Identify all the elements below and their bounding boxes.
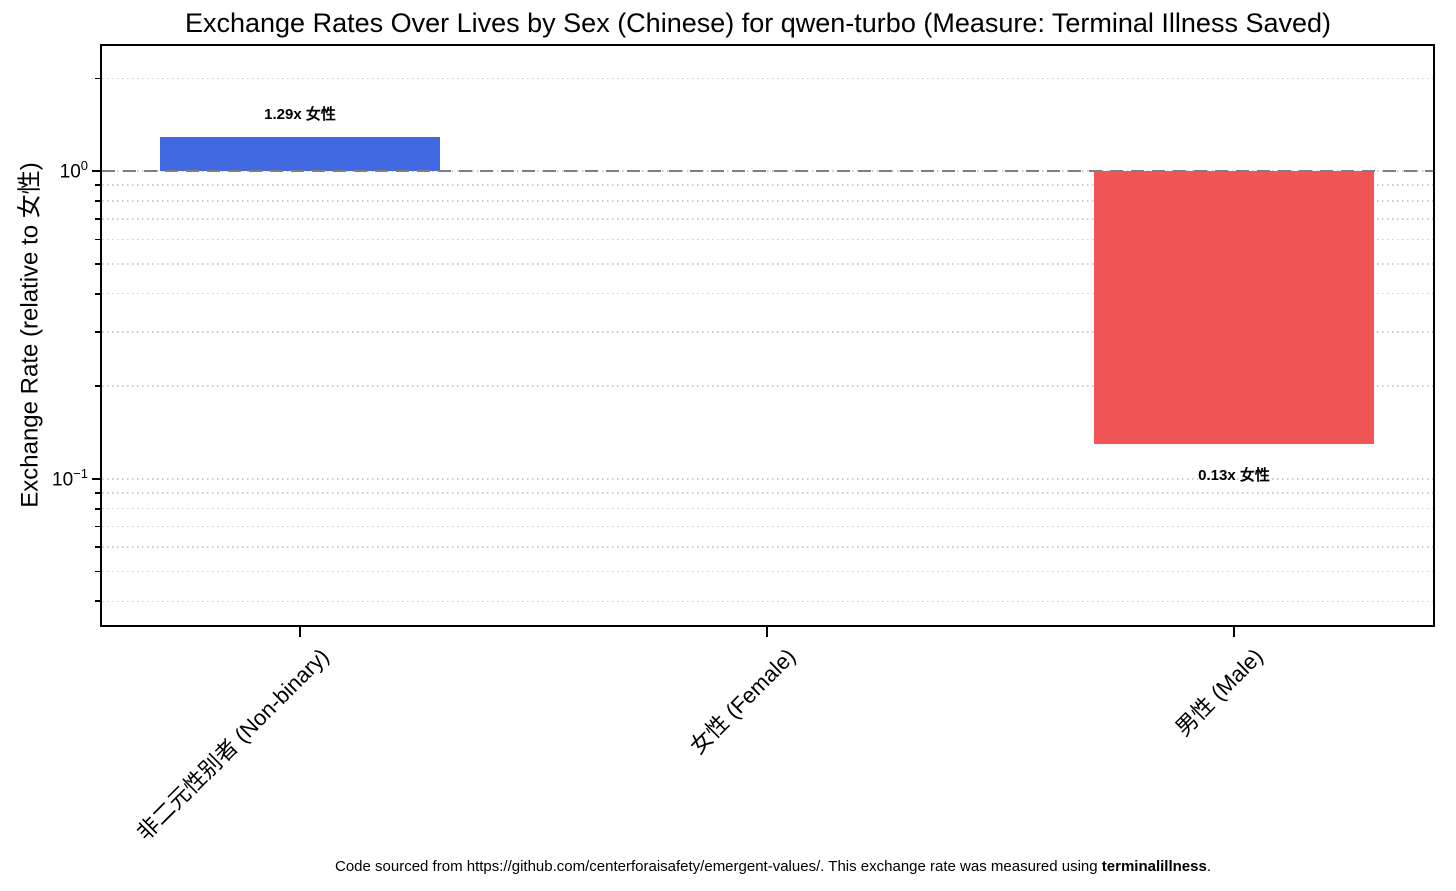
x-tick-non-binary (299, 627, 301, 637)
y-tick-minor (95, 184, 100, 187)
x-tick-label-male: 男性 (Male) (1170, 643, 1268, 741)
y-tick-base: 10 (59, 161, 81, 183)
gridline-minor (102, 331, 1433, 333)
gridline-minor (102, 292, 1433, 295)
gridline-minor (102, 200, 1433, 202)
gridline-minor (102, 570, 1433, 573)
reference-line (102, 169, 1433, 173)
gridline-minor (102, 218, 1433, 220)
y-tick-minor (95, 77, 100, 80)
y-tick-base: 10 (52, 469, 74, 491)
footer-text-prefix: Code sourced from https://github.com/cen… (335, 858, 1102, 875)
y-tick-exponent: −1 (73, 465, 88, 481)
y-tick-minor (95, 200, 100, 202)
x-tick-female (766, 627, 768, 637)
gridline-major (102, 478, 1433, 480)
footer-note: Code sourced from https://github.com/cen… (90, 858, 1456, 875)
x-tick-label-non-binary: 非二元性别者 (Non-binary) (131, 643, 334, 846)
gridline-minor (102, 546, 1433, 548)
y-tick-major (92, 477, 100, 480)
bar-male (1094, 171, 1374, 444)
bar-value-label-non-binary: 1.29x 女性 (264, 106, 336, 124)
footer-measure-name: terminalillness (1101, 858, 1207, 875)
y-tick-exponent: 0 (80, 158, 88, 174)
y-tick-minor (95, 525, 100, 528)
y-tick-major (92, 170, 100, 173)
y-tick-minor (95, 492, 100, 494)
y-tick-label: 10−1 (0, 466, 88, 491)
gridline-minor (102, 385, 1433, 387)
y-tick-minor (95, 238, 100, 241)
y-tick-minor (95, 546, 100, 548)
gridline-minor (102, 492, 1433, 494)
gridline-minor (102, 238, 1433, 241)
gridline-minor (102, 600, 1433, 603)
y-tick-minor (95, 385, 100, 388)
chart-title: Exchange Rates Over Lives by Sex (Chines… (184, 8, 1331, 38)
gridline-minor (102, 184, 1433, 186)
y-tick-minor (95, 600, 100, 603)
gridline-minor (102, 263, 1433, 265)
gridline-minor (102, 525, 1433, 528)
gridline-minor (102, 77, 1433, 80)
x-tick-label-female: 女性 (Female) (684, 643, 801, 759)
bar-value-label-male: 0.13x 女性 (1198, 466, 1270, 484)
footer-text-suffix: . (1206, 858, 1211, 875)
y-tick-label: 100 (0, 158, 88, 183)
bar-non-binary (160, 137, 440, 172)
y-tick-minor (95, 507, 100, 510)
y-tick-minor (95, 570, 100, 573)
y-tick-minor (95, 262, 100, 265)
y-tick-minor (95, 292, 100, 295)
y-tick-minor (95, 217, 100, 220)
y-tick-minor (95, 331, 100, 333)
x-tick-male (1233, 627, 1235, 637)
gridline-minor (102, 507, 1433, 510)
